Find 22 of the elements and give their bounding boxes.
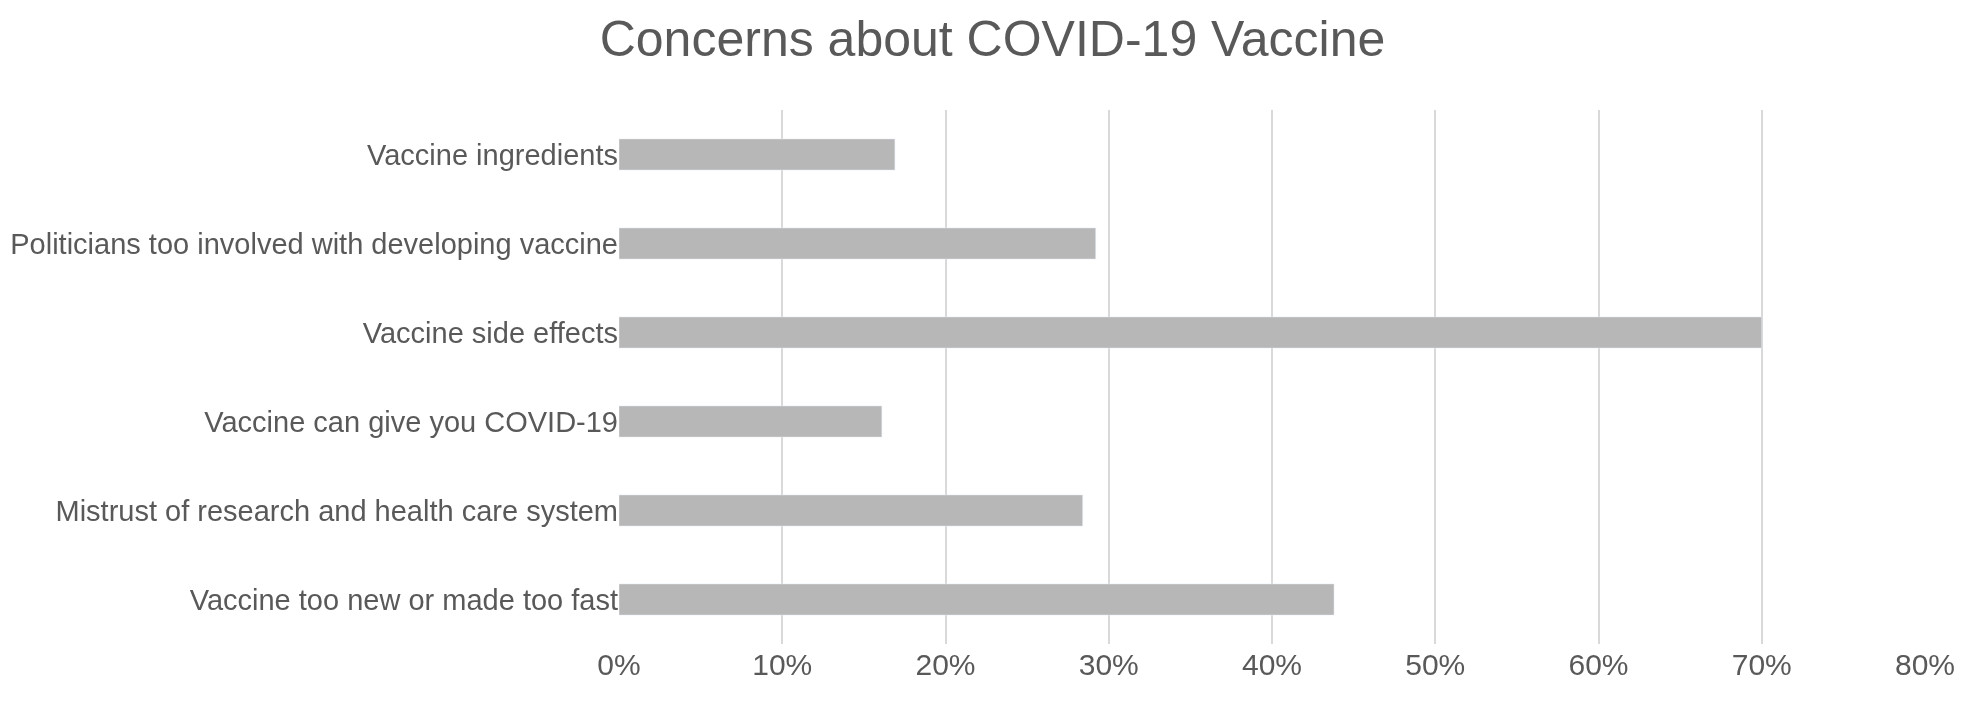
y-tick-label: Mistrust of research and health care system — [55, 494, 618, 527]
y-tick-label: Vaccine ingredients — [367, 138, 618, 171]
y-tick-label: Vaccine side effects — [362, 316, 618, 349]
x-tick-label: 70% — [1731, 648, 1792, 681]
y-tick-label: Vaccine can give you COVID-19 — [204, 405, 618, 438]
bar — [619, 405, 883, 438]
bar — [619, 138, 896, 171]
x-tick-label: 30% — [1078, 648, 1139, 681]
x-tick-label: 20% — [915, 648, 976, 681]
bar — [619, 227, 1096, 260]
y-tick-label: Vaccine too new or made too fast — [189, 583, 618, 616]
x-tick-label: 60% — [1568, 648, 1629, 681]
x-tick-label: 50% — [1405, 648, 1466, 681]
chart-title: Concerns about COVID-19 Vaccine — [599, 11, 1386, 68]
bar — [619, 316, 1762, 349]
x-tick-label: 0% — [597, 648, 641, 681]
bar — [619, 494, 1083, 527]
x-tick-label: 40% — [1241, 648, 1303, 681]
y-tick-label: Politicians too involved with developing vaccine — [10, 227, 618, 260]
x-tick-label: 80% — [1894, 648, 1956, 681]
bar — [619, 583, 1335, 616]
x-tick-label: 10% — [752, 648, 813, 681]
